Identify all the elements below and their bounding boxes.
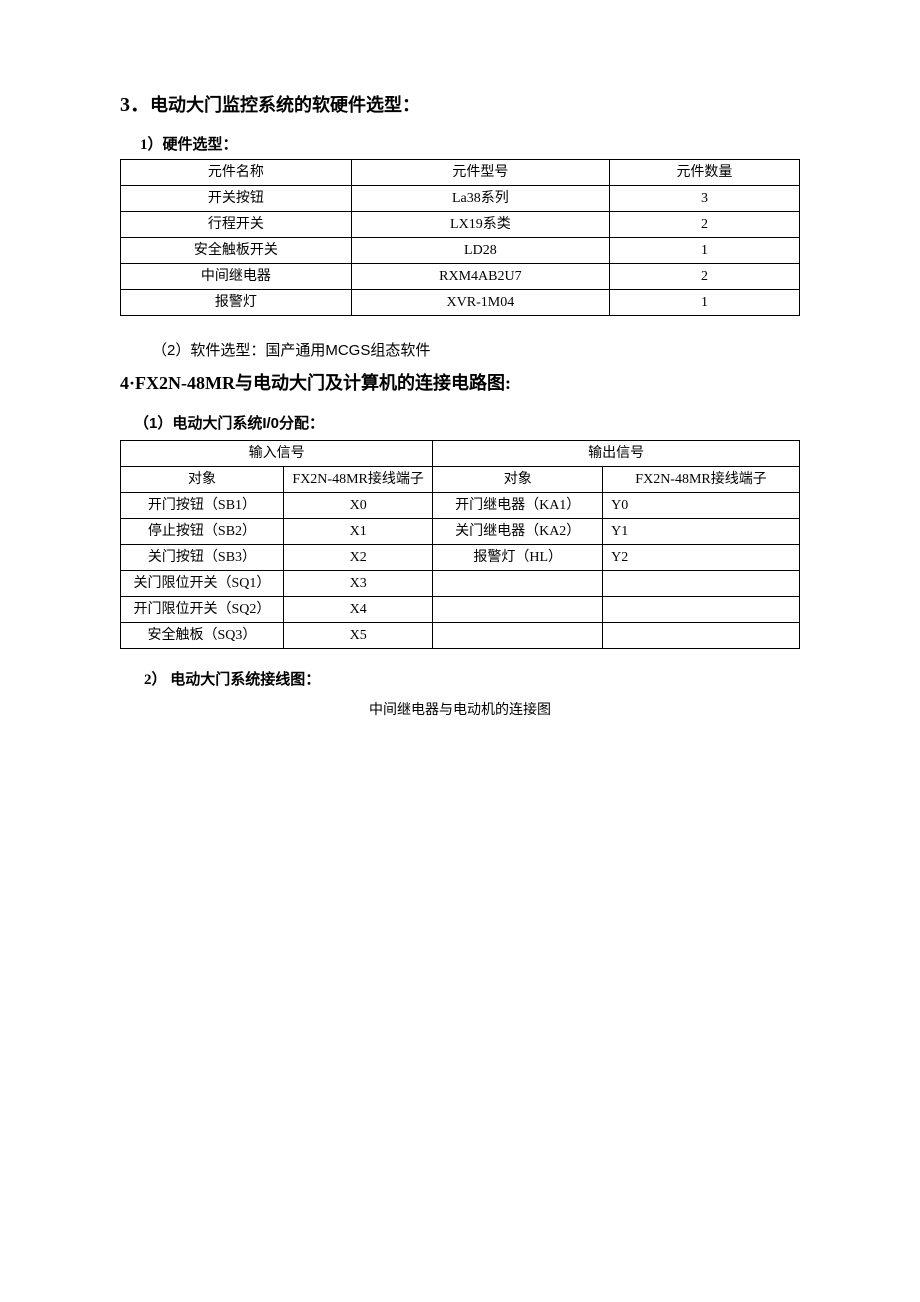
io-cell (433, 596, 603, 622)
hw-cell: 1 (609, 289, 799, 315)
table-row: 开门限位开关（SQ2） X4 (121, 596, 800, 622)
table-row: 元件名称 元件型号 元件数量 (121, 159, 800, 185)
table-row: 中间继电器 RXM4AB2U7 2 (121, 263, 800, 289)
io-cell: X1 (283, 518, 432, 544)
hw-cell: LX19系类 (351, 211, 609, 237)
hw-cell: 3 (609, 185, 799, 211)
io-cell: Y0 (603, 492, 800, 518)
io-cell: Y2 (603, 544, 800, 570)
wiring-subtitle: 2） 电动大门系统接线图： (144, 669, 800, 692)
table-row: 开关按钮 La38系列 3 (121, 185, 800, 211)
io-cell: 开门按钮（SB1） (121, 492, 284, 518)
io-cell: 安全触板（SQ3） (121, 622, 284, 648)
io-subtitle: （1）电动大门系统I/0分配： (134, 413, 800, 436)
table-row: 报警灯 XVR-1M04 1 (121, 289, 800, 315)
io-sub-header: 对象 (121, 466, 284, 492)
table-row: 停止按钮（SB2） X1 关门继电器（KA2） Y1 (121, 518, 800, 544)
section3-title-text: 电动大门监控系统的软硬件选型： (150, 95, 420, 115)
table-row: 安全触板（SQ3） X5 (121, 622, 800, 648)
io-cell: 关门限位开关（SQ1） (121, 570, 284, 596)
io-cell: 开门继电器（KA1） (433, 492, 603, 518)
section3-number: 3． (120, 94, 150, 116)
hw-header-qty: 元件数量 (609, 159, 799, 185)
hw-cell: La38系列 (351, 185, 609, 211)
hw-cell: 2 (609, 211, 799, 237)
hw-cell: RXM4AB2U7 (351, 263, 609, 289)
io-cell: 开门限位开关（SQ2） (121, 596, 284, 622)
hardware-table: 元件名称 元件型号 元件数量 开关按钮 La38系列 3 行程开关 LX19系类… (120, 159, 800, 316)
hw-cell: LD28 (351, 237, 609, 263)
io-cell (603, 596, 800, 622)
io-top-header-input: 输入信号 (121, 440, 433, 466)
io-cell (603, 622, 800, 648)
io-cell (603, 570, 800, 596)
hw-cell: 安全触板开关 (121, 237, 352, 263)
hardware-subtitle: 1）硬件选型： (140, 134, 800, 157)
io-cell: X4 (283, 596, 432, 622)
io-cell: 报警灯（HL） (433, 544, 603, 570)
io-cell: X5 (283, 622, 432, 648)
hw-cell: 2 (609, 263, 799, 289)
hw-header-model: 元件型号 (351, 159, 609, 185)
io-cell: X0 (283, 492, 432, 518)
io-cell: X2 (283, 544, 432, 570)
io-table: 输入信号 输出信号 对象 FX2N-48MR接线端子 对象 FX2N-48MR接… (120, 440, 800, 649)
hw-header-name: 元件名称 (121, 159, 352, 185)
io-cell: X3 (283, 570, 432, 596)
wiring-caption: 中间继电器与电动机的连接图 (120, 699, 800, 720)
table-row: 开门按钮（SB1） X0 开门继电器（KA1） Y0 (121, 492, 800, 518)
hw-cell: 中间继电器 (121, 263, 352, 289)
section3-title: 3．电动大门监控系统的软硬件选型： (120, 90, 800, 120)
io-sub-header: FX2N-48MR接线端子 (283, 466, 432, 492)
table-row: 对象 FX2N-48MR接线端子 对象 FX2N-48MR接线端子 (121, 466, 800, 492)
io-cell: 停止按钮（SB2） (121, 518, 284, 544)
io-cell: 关门继电器（KA2） (433, 518, 603, 544)
io-sub-header: 对象 (433, 466, 603, 492)
table-row: 安全触板开关 LD28 1 (121, 237, 800, 263)
io-cell (433, 622, 603, 648)
section4-number: 4· (120, 373, 135, 393)
hw-cell: XVR-1M04 (351, 289, 609, 315)
table-row: 关门按钮（SB3） X2 报警灯（HL） Y2 (121, 544, 800, 570)
io-sub-header: FX2N-48MR接线端子 (603, 466, 800, 492)
hw-cell: 报警灯 (121, 289, 352, 315)
hw-cell: 1 (609, 237, 799, 263)
hw-cell: 开关按钮 (121, 185, 352, 211)
section4-title-text: FX2N-48MR与电动大门及计算机的连接电路图: (135, 373, 511, 393)
software-selection-line: （2）软件选型：国产通用MCGS组态软件 (152, 340, 800, 363)
io-cell: Y1 (603, 518, 800, 544)
io-cell: 关门按钮（SB3） (121, 544, 284, 570)
hw-cell: 行程开关 (121, 211, 352, 237)
io-cell (433, 570, 603, 596)
table-row: 行程开关 LX19系类 2 (121, 211, 800, 237)
section4-title: 4·FX2N-48MR与电动大门及计算机的连接电路图: (120, 370, 800, 397)
table-row: 关门限位开关（SQ1） X3 (121, 570, 800, 596)
table-row: 输入信号 输出信号 (121, 440, 800, 466)
io-top-header-output: 输出信号 (433, 440, 800, 466)
